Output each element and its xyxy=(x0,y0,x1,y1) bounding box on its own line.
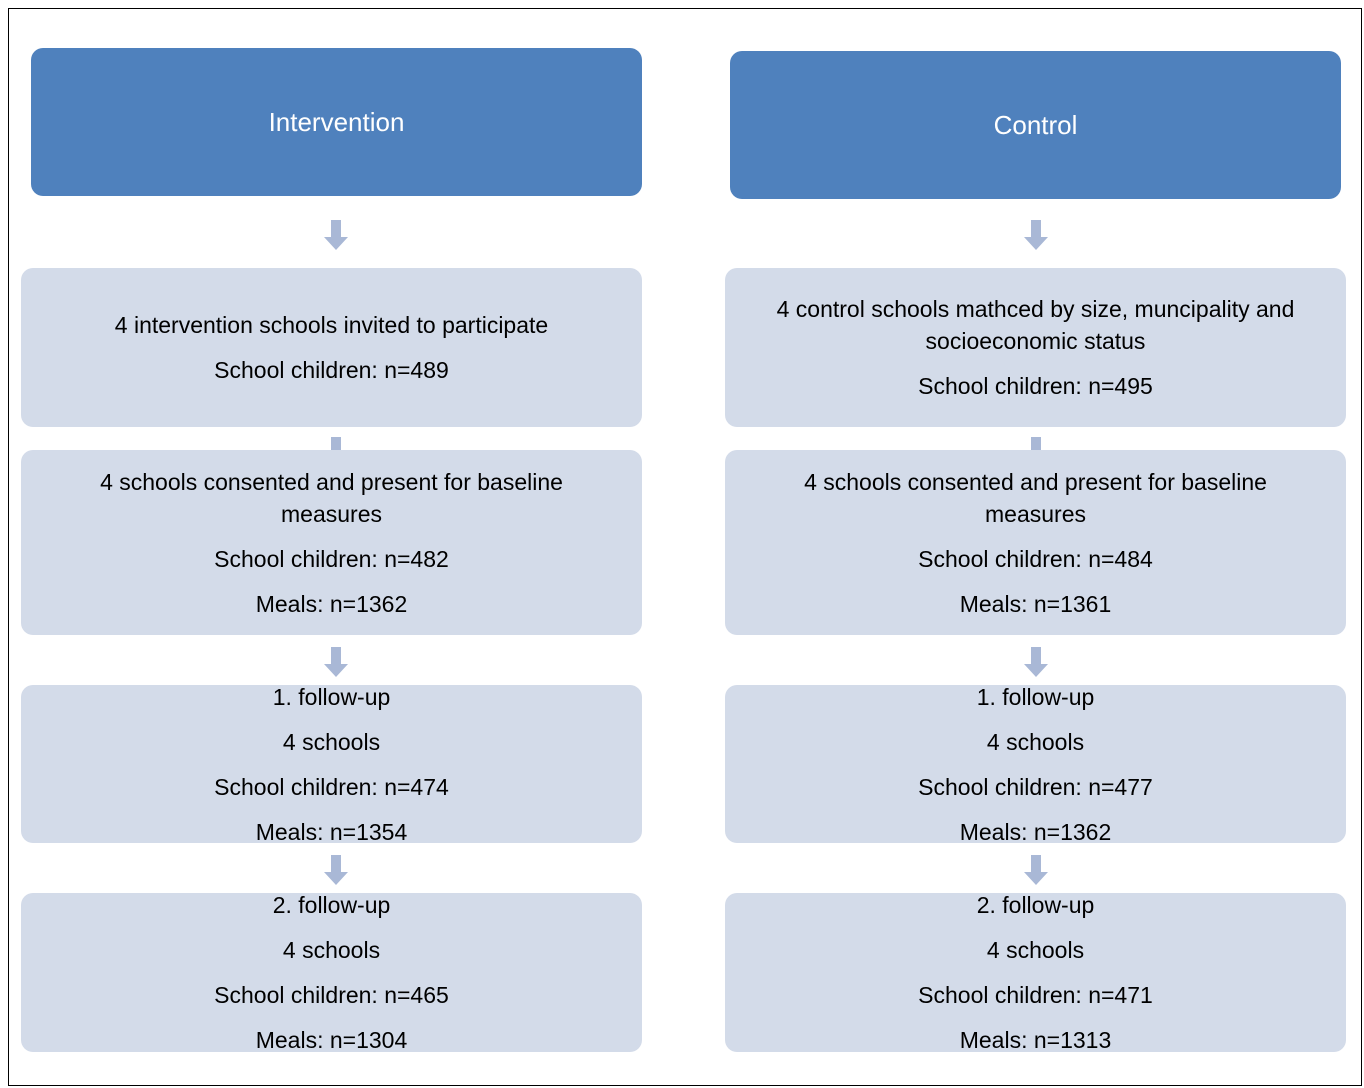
step-text: 4 schools consented and present for base… xyxy=(100,468,563,527)
step-text: 2. follow-up xyxy=(976,892,1095,918)
step-text: School children: n=482 xyxy=(214,545,449,572)
step-text: School children: n=495 xyxy=(918,373,1153,399)
step-text: 4 control schools mathced by size, munci… xyxy=(776,296,1295,354)
step-text: Meals: n=1304 xyxy=(255,1027,408,1053)
step-text: Meals: n=1362 xyxy=(255,590,408,617)
arrow xyxy=(324,647,348,677)
step-text: School children: n=474 xyxy=(214,773,449,800)
arrow xyxy=(324,855,348,885)
step-text: School children: n=489 xyxy=(214,357,449,383)
step-box: 1. follow-up 4 schools School children: n=… xyxy=(21,684,642,845)
step-text: 4 intervention schools invited to partic… xyxy=(114,312,549,338)
step-text: 4 schools consented and present for base… xyxy=(804,468,1267,527)
step-text: 4 schools xyxy=(282,937,381,963)
step-box: 4 schools consented and present for base… xyxy=(725,450,1346,635)
arrow xyxy=(1024,647,1048,677)
step-text: 4 schools xyxy=(986,728,1085,755)
step-text: 4 schools xyxy=(986,937,1085,963)
step-box: 1. follow-up 4 schools School children: n=… xyxy=(725,684,1346,845)
header-box: Intervention xyxy=(31,48,642,196)
step-box: 2. follow-up 4 schools School children: n=… xyxy=(725,892,1346,1053)
arrow xyxy=(324,220,348,250)
step-text: School children: n=484 xyxy=(918,545,1153,572)
step-box: 4 intervention schools invited to partic… xyxy=(21,268,642,427)
header-box: Control xyxy=(730,51,1341,199)
step-text: 4 schools xyxy=(282,728,381,755)
arrow xyxy=(1024,855,1048,885)
step-box: 4 control schools mathced by size, munci… xyxy=(725,268,1346,427)
step-text: 2. follow-up xyxy=(272,892,391,918)
step-box: 2. follow-up 4 schools School children: n=… xyxy=(21,892,642,1053)
step-text: School children: n=477 xyxy=(918,773,1153,800)
step-text: School children: n=471 xyxy=(918,982,1153,1008)
arrow xyxy=(1024,220,1048,250)
step-text: School children: n=465 xyxy=(214,982,449,1008)
step-text: Meals: n=1362 xyxy=(959,818,1112,845)
step-text: Meals: n=1354 xyxy=(255,818,408,845)
step-text: 1. follow-up xyxy=(976,683,1095,710)
frame xyxy=(8,8,1362,1086)
step-text: Meals: n=1313 xyxy=(959,1027,1112,1053)
step-box: 4 schools consented and present for base… xyxy=(21,450,642,635)
step-text: 1. follow-up xyxy=(272,683,391,710)
step-text: Meals: n=1361 xyxy=(959,590,1112,617)
